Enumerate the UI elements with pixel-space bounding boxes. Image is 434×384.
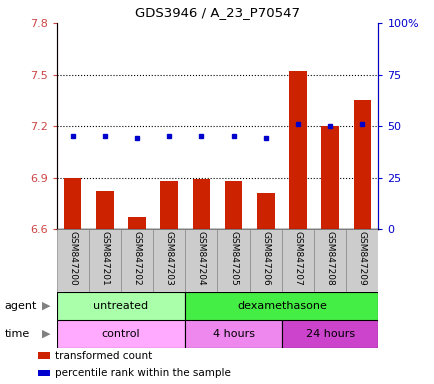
Text: agent: agent: [4, 301, 36, 311]
Bar: [321, 126, 338, 229]
Text: GSM847208: GSM847208: [325, 231, 334, 286]
Text: time: time: [4, 329, 30, 339]
Bar: [89, 229, 121, 292]
Text: 4 hours: 4 hours: [212, 329, 254, 339]
Text: GSM847201: GSM847201: [100, 231, 109, 286]
Text: ▶: ▶: [41, 329, 50, 339]
Bar: [96, 191, 113, 229]
Bar: [185, 320, 281, 348]
Bar: [345, 229, 378, 292]
Bar: [38, 370, 50, 376]
Bar: [281, 320, 378, 348]
Text: dexamethasone: dexamethasone: [237, 301, 326, 311]
Text: percentile rank within the sample: percentile rank within the sample: [55, 368, 231, 378]
Bar: [160, 181, 178, 229]
Text: GSM847204: GSM847204: [197, 231, 205, 285]
Text: control: control: [102, 329, 140, 339]
Text: ▶: ▶: [41, 301, 50, 311]
Bar: [153, 229, 185, 292]
Bar: [224, 181, 242, 229]
Text: transformed count: transformed count: [55, 351, 152, 361]
Bar: [185, 292, 378, 320]
Text: GSM847203: GSM847203: [164, 231, 173, 286]
Bar: [56, 229, 89, 292]
Bar: [121, 229, 153, 292]
Text: GSM847205: GSM847205: [229, 231, 237, 286]
Bar: [249, 229, 281, 292]
Bar: [313, 229, 345, 292]
Text: GSM847209: GSM847209: [357, 231, 366, 286]
Bar: [56, 292, 185, 320]
Bar: [217, 229, 249, 292]
Bar: [256, 193, 274, 229]
Bar: [192, 179, 210, 229]
Text: 24 hours: 24 hours: [305, 329, 354, 339]
Bar: [185, 229, 217, 292]
Bar: [38, 352, 50, 359]
Text: GSM847206: GSM847206: [261, 231, 270, 286]
Bar: [353, 101, 370, 229]
Text: untreated: untreated: [93, 301, 148, 311]
Bar: [289, 71, 306, 229]
Text: GSM847200: GSM847200: [68, 231, 77, 286]
Bar: [128, 217, 145, 229]
Text: GSM847207: GSM847207: [293, 231, 302, 286]
Bar: [56, 320, 185, 348]
Title: GDS3946 / A_23_P70547: GDS3946 / A_23_P70547: [135, 7, 299, 20]
Bar: [64, 177, 81, 229]
Bar: [281, 229, 313, 292]
Text: GSM847202: GSM847202: [132, 231, 141, 285]
